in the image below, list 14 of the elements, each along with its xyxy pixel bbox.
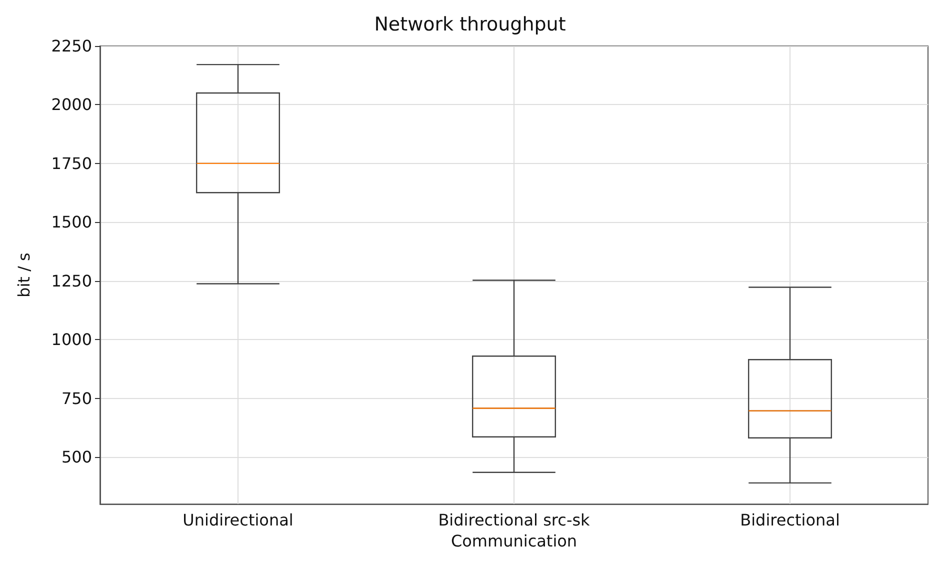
y-tick-label: 1750 (51, 154, 92, 173)
x-tick-label: Unidirectional (182, 510, 294, 530)
y-tick-label: 2250 (51, 36, 92, 56)
y-tick-label: 500 (61, 448, 92, 467)
y-tick-label: 1500 (51, 212, 92, 232)
x-tick-label: Bidirectional (740, 510, 840, 530)
y-tick-label: 1250 (51, 271, 92, 290)
chart-title: Network throughput (374, 14, 566, 36)
x-tick-label: Bidirectional src-sk (438, 510, 591, 530)
y-tick-label: 750 (61, 388, 92, 408)
y-tick-label: 1000 (51, 330, 92, 350)
y-tick-label: 2000 (51, 95, 92, 114)
y-axis-title: bit / s (14, 252, 34, 298)
x-axis-title: Communication (450, 532, 578, 550)
